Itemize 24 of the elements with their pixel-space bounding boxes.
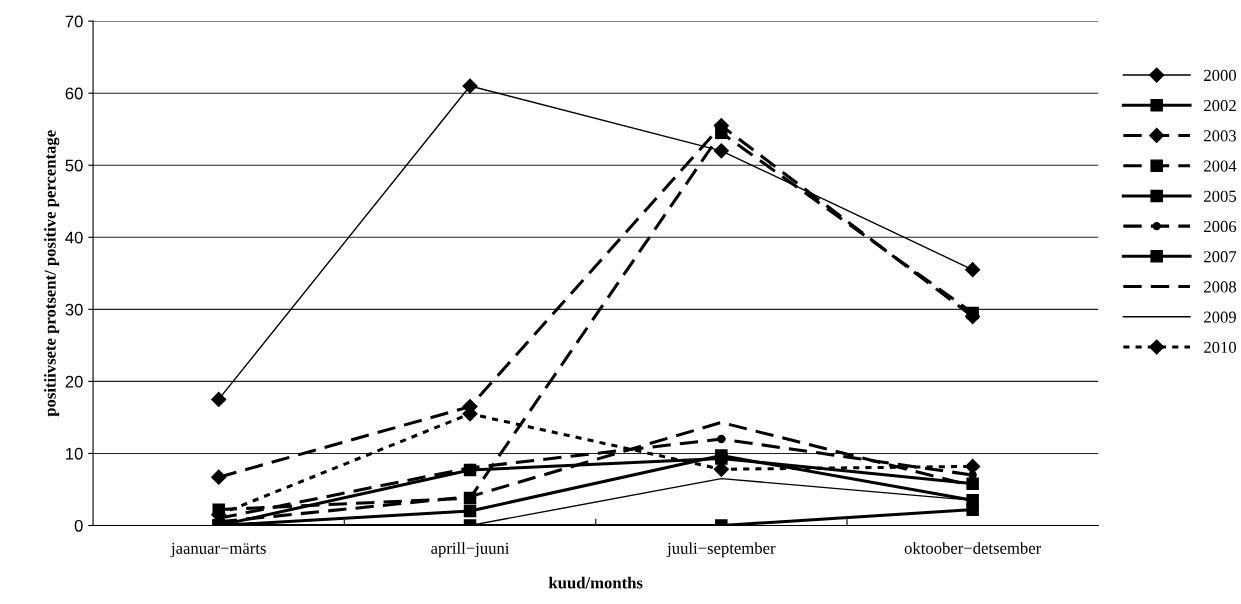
legend-label: 2004 (1204, 160, 1237, 172)
legend-label: 2006 (1204, 220, 1237, 233)
legend-label: 2007 (1204, 251, 1237, 263)
y-tick-label: 0 (74, 519, 83, 532)
legend-label: 2008 (1204, 281, 1237, 293)
x-tick-label: oktoober−detsember (904, 542, 1042, 554)
legend-label: 2000 (1204, 69, 1237, 82)
x-axis-title: kuud/months (548, 576, 643, 589)
legend-label: 2010 (1204, 341, 1237, 353)
y-tick-label: 40 (65, 231, 83, 244)
legend-label: 2005 (1204, 190, 1237, 202)
y-tick-label: 60 (65, 87, 83, 100)
y-tick-label: 20 (65, 375, 83, 388)
x-tick-label: jaanuar−märts (170, 542, 266, 558)
x-tick-label: juuli−september (666, 542, 776, 558)
y-tick-label: 70 (65, 15, 83, 28)
y-tick-label: 50 (65, 159, 83, 172)
x-tick-label: aprill−juuni (431, 542, 510, 558)
legend-label: 2009 (1204, 311, 1236, 323)
legend-label: 2002 (1204, 100, 1236, 112)
legend-label: 2003 (1204, 130, 1237, 142)
y-tick-label: 10 (66, 447, 83, 460)
y-axis-title: positiivsete protsent/ positive percentage (44, 130, 60, 417)
y-tick-label: 30 (65, 303, 83, 316)
